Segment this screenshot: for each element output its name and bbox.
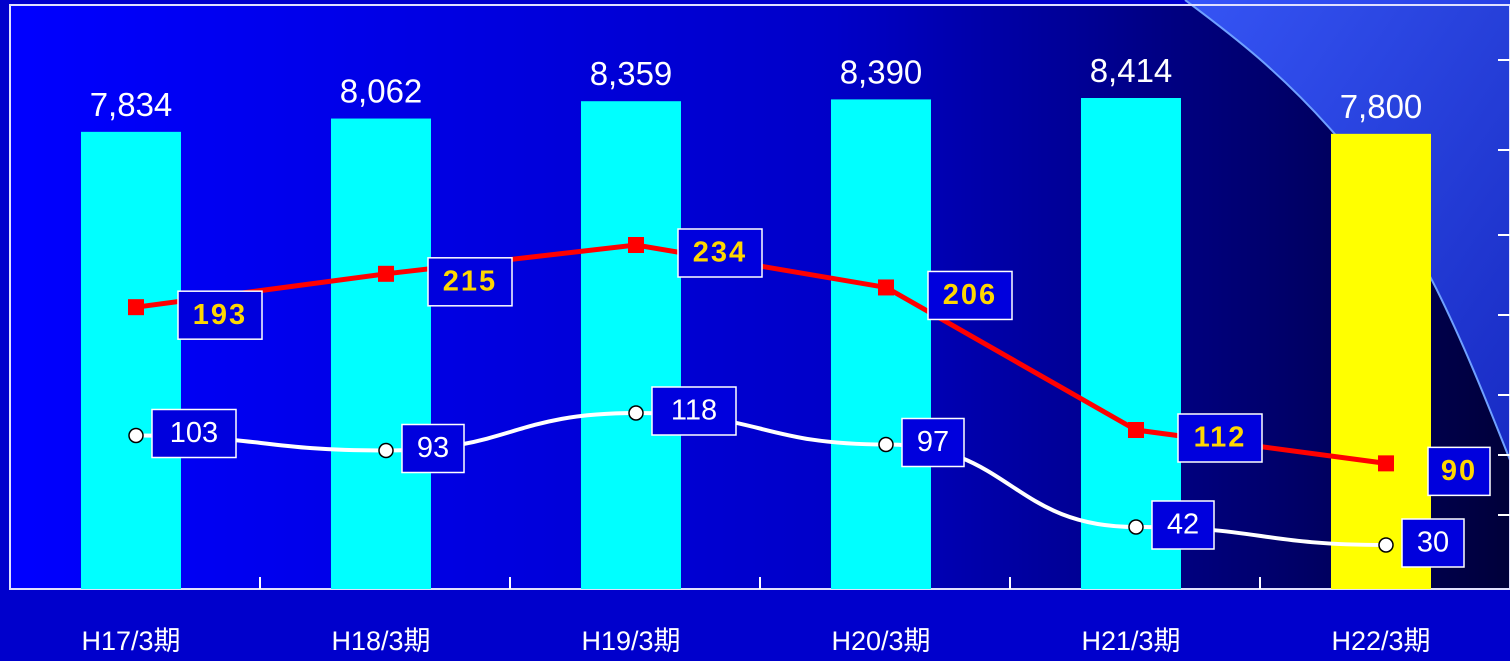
white-series-marker [628, 405, 644, 421]
red-series-marker [378, 265, 394, 282]
red-series-data-label-box [1177, 413, 1263, 463]
x-axis-label: H19/3期 [581, 626, 680, 656]
white-series-data-label-box [651, 386, 737, 436]
bar-3 [831, 99, 931, 590]
white-series-data-label: 118 [671, 395, 717, 427]
white-series-data-label: 97 [917, 426, 949, 458]
white-series-data-label: 42 [1167, 509, 1199, 541]
red-series-data-label: 112 [1194, 422, 1247, 454]
bar-value-label: 7,800 [1340, 88, 1423, 125]
white-series-marker [128, 427, 144, 444]
red-series-marker [1128, 422, 1144, 438]
white-series-data-label-box [1151, 500, 1215, 550]
red-series-data-label: 234 [693, 237, 747, 269]
bar-5 [1331, 133, 1431, 589]
red-series-marker [128, 299, 144, 316]
bar-0 [81, 131, 181, 589]
bar-1 [331, 118, 431, 589]
red-series-data-label: 206 [943, 279, 997, 311]
bar-value-label: 8,062 [340, 73, 423, 110]
x-axis-label: H17/3期 [81, 626, 180, 656]
bar-value-label: 8,359 [590, 55, 673, 92]
red-series-data-label-box [927, 270, 1013, 321]
bar-value-label: 8,414 [1090, 52, 1173, 89]
red-series-data-label: 215 [443, 265, 497, 297]
x-axis-label: H22/3期 [1331, 626, 1430, 656]
white-series-data-label-box [901, 417, 965, 468]
red-series-marker [628, 237, 644, 253]
red-series-data-label: 193 [193, 299, 247, 331]
white-series-marker [1128, 519, 1144, 535]
white-series-data-label-box [401, 423, 465, 474]
red-series-data-label-box [427, 257, 513, 307]
red-series-marker [1378, 455, 1394, 472]
x-axis-label: H20/3期 [831, 626, 930, 656]
white-series-marker [1378, 537, 1394, 553]
white-series-data-label: 93 [417, 432, 449, 464]
red-series-data-label: 90 [1441, 455, 1477, 487]
bar-value-label: 8,390 [840, 53, 923, 90]
white-series-marker [878, 436, 894, 453]
white-series-data-label-box [151, 408, 237, 459]
white-series-data-label: 103 [170, 417, 218, 449]
decorative-swoosh [1185, 0, 1510, 460]
bar-value-label: 7,834 [90, 86, 173, 123]
white-series-data-label: 30 [1417, 527, 1449, 559]
x-axis-label: H18/3期 [331, 626, 430, 656]
red-series-data-label-box [677, 228, 763, 278]
red-series-marker [878, 279, 894, 296]
white-series-data-label-box [1401, 518, 1465, 568]
red-series-data-label-box [1427, 446, 1491, 497]
x-axis-label: H21/3期 [1081, 626, 1180, 656]
red-series-data-label-box [177, 290, 263, 340]
white-series-marker [378, 442, 394, 459]
bar-2 [581, 101, 681, 589]
